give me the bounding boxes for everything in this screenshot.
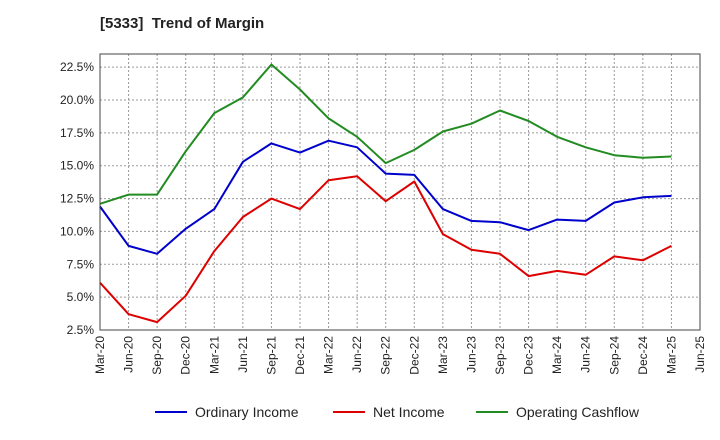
series-line-operating-cashflow	[99, 63, 672, 205]
y-tick-label: 5.0%	[67, 290, 95, 304]
y-tick-label: 17.5%	[60, 126, 94, 140]
x-tick-label: Jun-22	[350, 336, 364, 373]
legend-swatch	[476, 411, 508, 413]
chart-title: [5333] Trend of Margin	[100, 15, 265, 32]
x-axis-ticks: Mar-20 Jun-20 Sep-20 Dec-20 Mar-21 Jun-21 Sep-…	[93, 336, 707, 375]
x-tick-label: Dec-22	[407, 336, 421, 375]
series-lines	[99, 63, 672, 324]
legend-label: Ordinary Income	[195, 404, 299, 420]
y-axis-ticks: 2.5% 5.0% 7.5% 10.0% 12.5% 15.0% 17.5% 20.0% 22.…	[60, 60, 94, 337]
x-tick-label: Sep-24	[607, 336, 621, 375]
x-tick-label: Jun-21	[236, 336, 250, 373]
x-tick-label: Sep-22	[379, 336, 393, 375]
x-tick-label: Dec-24	[636, 336, 650, 375]
x-tick-label: Jun-24	[579, 336, 593, 373]
x-tick-label: Sep-20	[150, 336, 164, 375]
x-tick-label: Dec-21	[293, 336, 307, 375]
legend-label: Operating Cashflow	[516, 404, 639, 420]
x-tick-label: Sep-23	[493, 336, 507, 375]
y-tick-label: 10.0%	[60, 224, 94, 238]
x-tick-label: Jun-25	[693, 336, 707, 373]
x-tick-label: Dec-20	[179, 336, 193, 375]
legend-label: Net Income	[373, 404, 445, 420]
legend-item-operating-cashflow: Operating Cashflow	[476, 404, 639, 420]
x-tick-label: Mar-24	[550, 336, 564, 374]
y-tick-label: 20.0%	[60, 93, 94, 107]
grid	[99, 54, 701, 331]
x-tick-label: Mar-25	[664, 336, 678, 374]
legend-item-ordinary-income: Ordinary Income	[155, 404, 298, 420]
legend: Ordinary Income Net Income Operating Cashf…	[0, 404, 720, 428]
legend-item-net-income: Net Income	[333, 404, 445, 420]
y-tick-label: 12.5%	[60, 192, 94, 206]
legend-swatch	[333, 411, 365, 413]
y-tick-label: 15.0%	[60, 159, 94, 173]
series-line-net-income	[99, 175, 672, 324]
x-tick-label: Mar-20	[93, 336, 107, 374]
series-line-ordinary-income	[99, 139, 672, 255]
y-tick-label: 2.5%	[67, 323, 95, 337]
y-tick-label: 7.5%	[67, 257, 95, 271]
x-tick-label: Mar-23	[436, 336, 450, 374]
y-tick-label: 22.5%	[60, 60, 94, 74]
x-tick-label: Sep-21	[264, 336, 278, 375]
x-tick-label: Mar-22	[322, 336, 336, 374]
plot-frame	[99, 53, 701, 331]
x-tick-label: Mar-21	[207, 336, 221, 374]
legend-swatch	[155, 411, 187, 413]
x-tick-label: Jun-23	[464, 336, 478, 373]
x-tick-label: Jun-20	[122, 336, 136, 373]
x-tick-label: Dec-23	[522, 336, 536, 375]
